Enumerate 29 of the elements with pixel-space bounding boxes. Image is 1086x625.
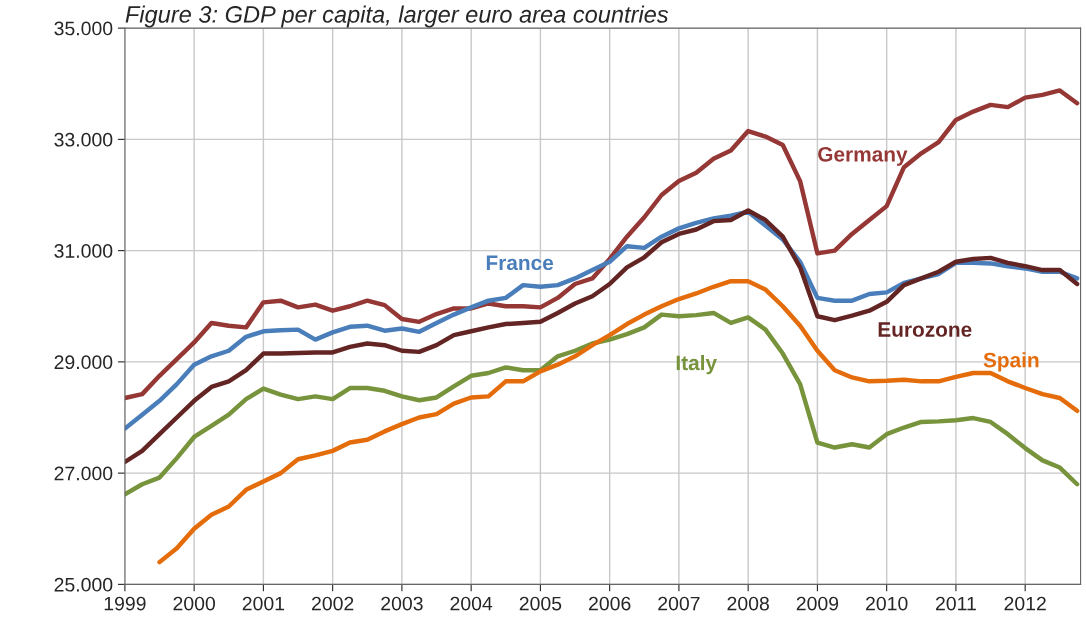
line-series [157,279,1080,565]
x-tick-label: 2012 [1004,596,1046,611]
line-series [124,88,1080,401]
y-tick-label: 31.000 [54,244,113,258]
x-tick-label: 2005 [519,596,562,611]
x-tick-label: 2000 [173,596,216,611]
x-tick-label: 2003 [381,596,423,611]
x-tick-label: 1999 [104,596,146,611]
x-tick-label: 2001 [242,596,285,611]
x-tick-label: 2011 [935,596,976,611]
series-label: Germany [818,146,908,166]
series-label: Eurozone [878,322,972,337]
x-tick-label: 2008 [727,596,769,611]
y-tick-label: 35.000 [54,21,113,36]
y-tick-label: 27.000 [54,466,113,481]
series-label: France [486,255,554,271]
series-label: Spain [983,352,1039,372]
chart-title: Figure 3: GDP per capita, larger euro area countries [125,5,669,28]
y-tick-label: 25.000 [54,577,113,592]
x-tick-label: 2007 [658,596,700,611]
x-tick-label: 2006 [589,596,631,611]
line-series [124,310,1080,497]
x-tick-label: 2009 [796,596,839,611]
x-tick-label: 2002 [312,596,354,611]
series-label: Italy [676,354,717,375]
x-tick-label: 2010 [866,596,908,611]
x-tick-label: 2004 [450,596,493,611]
y-tick-label: 29.000 [54,355,113,370]
y-tick-label: 33.000 [54,132,113,147]
